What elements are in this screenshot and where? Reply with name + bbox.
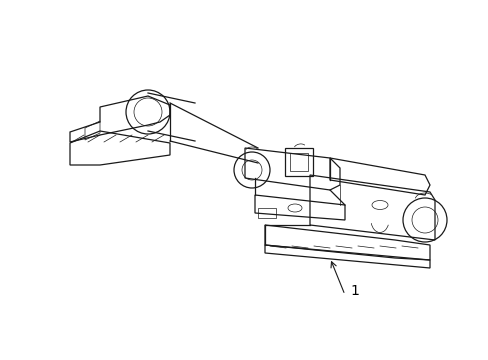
Text: 1: 1 bbox=[349, 284, 358, 298]
Bar bbox=[289, 153, 307, 171]
Bar bbox=[258, 208, 275, 218]
Bar bbox=[285, 148, 312, 176]
